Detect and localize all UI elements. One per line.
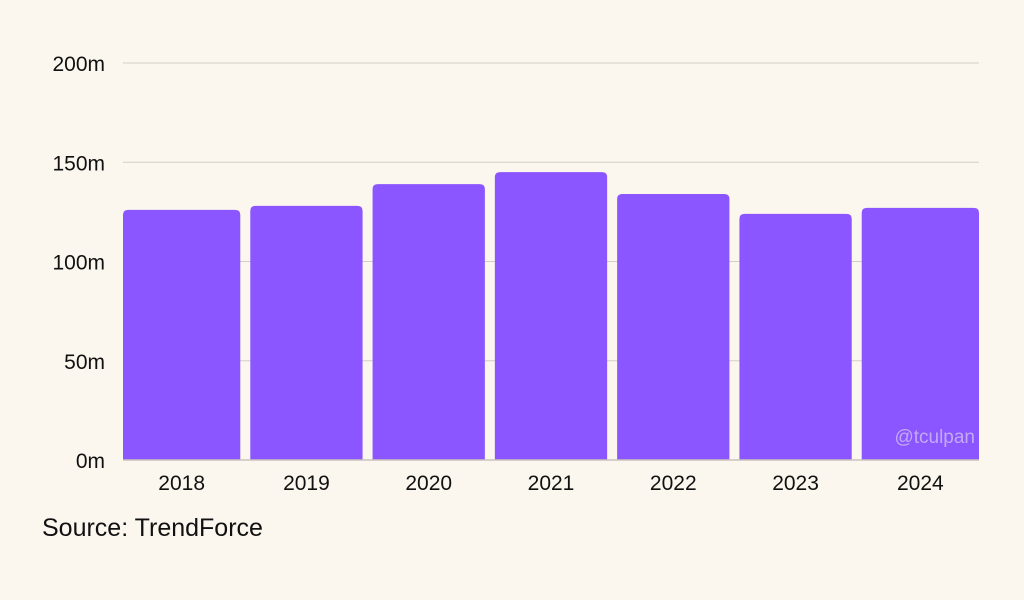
watermark-text: @tculpan (894, 427, 975, 448)
y-tick-label: 200m (52, 53, 105, 76)
x-tick-label: 2020 (405, 472, 452, 495)
bar (123, 209, 241, 460)
bar (250, 205, 363, 460)
y-tick-label: 0m (76, 450, 105, 473)
x-tick-label: 2019 (283, 472, 330, 495)
x-tick-label: 2018 (158, 472, 205, 495)
bar (739, 213, 852, 460)
bar (494, 172, 608, 461)
y-tick-label: 50m (64, 351, 105, 374)
source-label: Source: TrendForce (42, 514, 263, 542)
y-tick-label: 100m (52, 252, 105, 275)
bar (372, 184, 485, 460)
bar (861, 207, 979, 460)
x-tick-label: 2023 (772, 472, 819, 495)
x-tick-label: 2021 (528, 472, 575, 495)
bar (617, 194, 730, 460)
x-tick-label: 2024 (897, 472, 944, 495)
x-tick-label: 2022 (650, 472, 697, 495)
y-tick-label: 150m (52, 152, 105, 175)
